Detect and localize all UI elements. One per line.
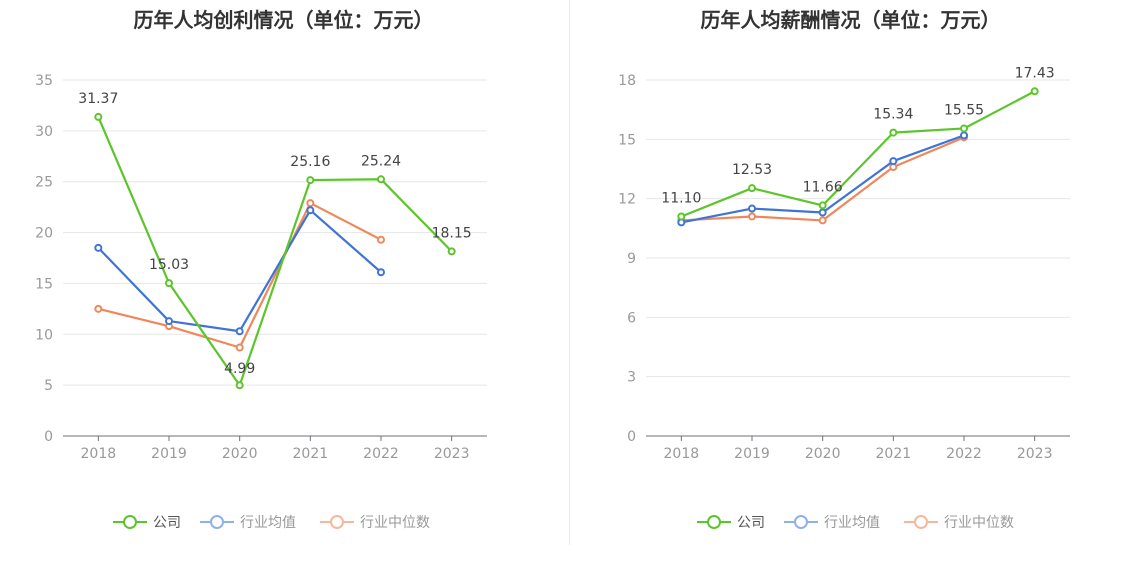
data-point[interactable] <box>1030 87 1039 96</box>
salary-chart: 0 3 6 9 12 15 18 2018 2019 2020 2021 2022 2023 11.10 1… <box>618 65 1070 462</box>
data-point[interactable] <box>818 201 827 210</box>
data-point[interactable] <box>377 268 385 277</box>
legend-label-industry-median: 行业中位数 <box>360 515 430 531</box>
x-tick-label: 2023 <box>434 446 470 462</box>
x-tick-label: 2021 <box>293 446 329 462</box>
data-label: 4.99 <box>224 361 255 377</box>
legend-industry-median-icon <box>904 515 938 529</box>
x-tick-label: 2018 <box>81 446 117 462</box>
legend-company-icon <box>113 515 147 529</box>
legend-item-company[interactable]: 公司 <box>113 510 181 534</box>
data-point[interactable] <box>235 381 244 390</box>
y-tick-label: 5 <box>44 378 53 394</box>
y-tick-label: 18 <box>618 73 636 89</box>
data-point[interactable] <box>306 199 315 208</box>
data-point[interactable] <box>447 247 456 256</box>
panel-divider <box>569 0 570 545</box>
x-tick-label: 2022 <box>946 446 982 462</box>
data-label: 15.03 <box>149 257 189 273</box>
profit-chart: 0 5 10 15 20 25 30 35 2018 2019 2020 2021 2022 2023 31… <box>35 73 487 462</box>
legend-label-industry-median: 行业中位数 <box>944 515 1014 531</box>
data-label: 17.43 <box>1015 65 1055 81</box>
data-point[interactable] <box>960 131 968 140</box>
x-tick-label: 2023 <box>1017 446 1053 462</box>
data-label: 11.10 <box>661 190 701 206</box>
legend-item-industry-avg[interactable]: 行业均值 <box>784 510 880 534</box>
data-point[interactable] <box>165 317 173 326</box>
data-point[interactable] <box>818 208 827 217</box>
legend-industry-median-icon <box>320 515 354 529</box>
data-point[interactable] <box>377 235 385 244</box>
salary-chart-legend: 公司 行业均值 行业中位数 <box>567 510 1134 534</box>
profit-chart-title: 历年人均创利情况（单位：万元） <box>133 8 434 32</box>
data-label: 15.55 <box>944 102 984 118</box>
data-point[interactable] <box>889 128 898 137</box>
y-tick-label: 9 <box>627 251 636 267</box>
data-point[interactable] <box>306 176 315 185</box>
y-tick-label: 15 <box>35 276 53 292</box>
y-tick-label: 25 <box>35 175 53 191</box>
data-label: 12.53 <box>732 162 772 178</box>
salary-chart-title: 历年人均薪酬情况（单位：万元） <box>700 8 1001 32</box>
salary-chart-panel: 历年人均薪酬情况（单位：万元） 0 3 6 9 12 15 18 2018 2019 2020 20… <box>567 0 1134 582</box>
y-tick-label: 12 <box>618 192 636 208</box>
data-point[interactable] <box>889 157 898 166</box>
data-point[interactable] <box>960 124 968 133</box>
data-label: 31.37 <box>78 91 118 107</box>
legend-label-industry-avg: 行业均值 <box>240 515 296 531</box>
y-tick-label: 35 <box>35 73 53 89</box>
data-label: 25.24 <box>361 153 401 169</box>
data-point[interactable] <box>306 206 315 215</box>
y-tick-label: 3 <box>627 370 636 386</box>
data-label: 15.34 <box>873 107 913 123</box>
data-point[interactable] <box>235 327 244 336</box>
legend-item-company[interactable]: 公司 <box>697 510 765 534</box>
data-point[interactable] <box>748 184 756 193</box>
y-tick-label: 10 <box>35 327 53 343</box>
legend-company-icon <box>697 515 731 529</box>
legend-item-industry-median[interactable]: 行业中位数 <box>904 510 1014 534</box>
y-tick-label: 0 <box>627 429 636 445</box>
legend-label-company: 公司 <box>153 515 181 531</box>
x-tick-label: 2019 <box>734 446 770 462</box>
series-line <box>97 209 382 333</box>
data-point[interactable] <box>748 204 756 213</box>
legend-item-industry-median[interactable]: 行业中位数 <box>320 510 430 534</box>
data-point[interactable] <box>94 243 103 252</box>
series-line <box>98 201 382 349</box>
x-tick-label: 2020 <box>222 446 258 462</box>
data-point[interactable] <box>748 212 756 221</box>
y-tick-label: 20 <box>35 226 53 242</box>
series-line <box>97 116 453 387</box>
data-point[interactable] <box>94 304 103 313</box>
legend-label-industry-avg: 行业均值 <box>824 515 880 531</box>
data-point[interactable] <box>94 112 103 121</box>
legend-item-industry-avg[interactable]: 行业均值 <box>200 510 296 534</box>
series-line <box>680 90 1036 218</box>
data-point[interactable] <box>235 343 244 352</box>
x-tick-label: 2021 <box>876 446 912 462</box>
data-point[interactable] <box>677 212 686 221</box>
data-point[interactable] <box>818 216 827 225</box>
data-point[interactable] <box>377 175 385 184</box>
data-label: 25.16 <box>290 154 330 170</box>
profit-chart-legend: 公司 行业均值 行业中位数 <box>0 510 567 534</box>
x-tick-label: 2018 <box>664 446 700 462</box>
x-tick-label: 2020 <box>805 446 841 462</box>
legend-industry-avg-icon <box>784 515 818 529</box>
legend-label-company: 公司 <box>737 515 765 531</box>
data-label: 18.15 <box>432 225 472 241</box>
y-tick-label: 0 <box>44 429 53 445</box>
y-tick-label: 15 <box>618 132 636 148</box>
data-label: 11.66 <box>803 179 843 195</box>
y-tick-label: 30 <box>35 124 53 140</box>
y-tick-label: 6 <box>627 310 636 326</box>
data-point[interactable] <box>165 279 173 288</box>
profit-chart-panel: 历年人均创利情况（单位：万元） 0 5 10 15 20 25 30 35 2018 2019 20… <box>0 8 567 534</box>
x-tick-label: 2019 <box>151 446 187 462</box>
legend-industry-avg-icon <box>200 515 234 529</box>
x-tick-label: 2022 <box>363 446 399 462</box>
